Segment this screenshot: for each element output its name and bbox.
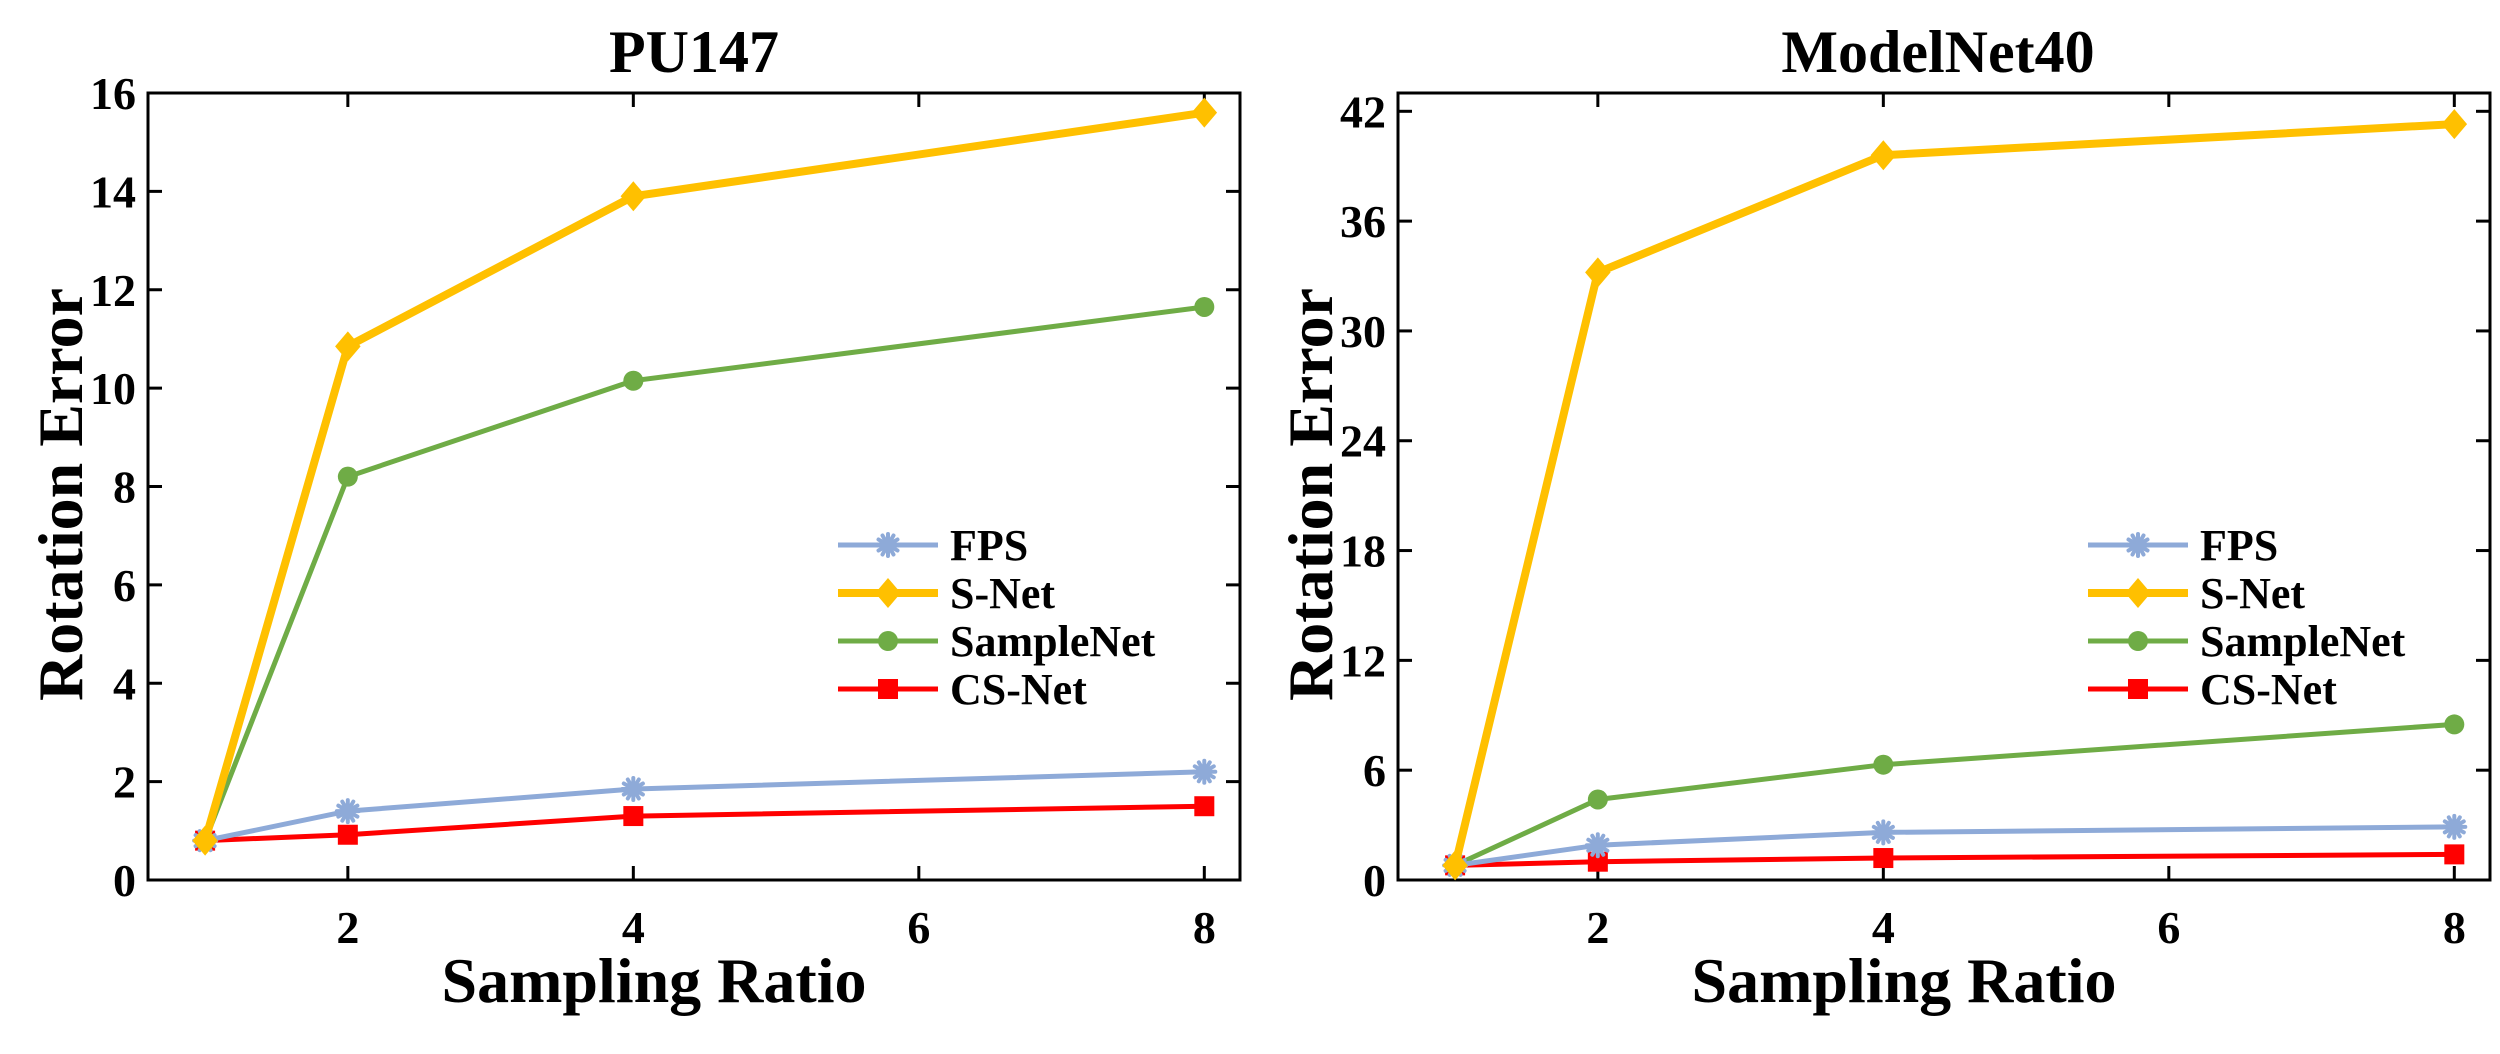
- series-line-cs-net: [204, 803, 1205, 844]
- legend-marker-cs-net: [2128, 679, 2148, 699]
- series-line-s-net: [201, 108, 1205, 842]
- legend-label: FPS: [2200, 521, 2278, 570]
- series-samplenet: [195, 296, 1215, 851]
- x-axis-label: Sampling Ratio: [442, 945, 867, 1016]
- x-tick-label: 2: [1586, 902, 1609, 953]
- legend-marker-s-net: [2125, 578, 2151, 608]
- series-line-cs-net: [1455, 851, 2455, 868]
- legend-marker-fps: [875, 532, 901, 558]
- data-point-s-net: [2441, 109, 2468, 140]
- y-tick-label: 10: [90, 363, 136, 414]
- x-tick-label: 6: [907, 902, 930, 953]
- chart-panel-pu147: PU147 0 2 4 6 8 10 12 14 16 2 4 6 8 Sampling Ratio Rota…: [25, 19, 1242, 1016]
- data-point-samplenet: [1587, 789, 1608, 810]
- y-tick-label: 30: [1340, 306, 1386, 357]
- y-axis-label: Rotation Error: [1275, 288, 1346, 701]
- data-point-cs-net: [1873, 848, 1894, 869]
- y-tick-label: 8: [113, 462, 136, 513]
- data-point-fps: [620, 776, 647, 802]
- legend-entry-fps: FPS: [838, 521, 1028, 570]
- x-tick-label: 8: [2443, 902, 2466, 953]
- legend-entry-cs-net: CS-Net: [2088, 665, 2337, 714]
- y-tick-label: 16: [90, 68, 136, 119]
- legend-entry-samplenet: SampleNet: [838, 617, 1156, 666]
- data-point-samplenet: [2444, 714, 2465, 735]
- x-tick-label: 4: [622, 902, 645, 953]
- series-s-net: [1442, 109, 2468, 881]
- data-point-fps: [1870, 819, 1897, 846]
- x-axis-label: Sampling Ratio: [1692, 945, 2117, 1016]
- x-tick-label: 6: [2157, 902, 2180, 953]
- data-point-s-net: [1442, 850, 1468, 881]
- series-line-fps: [1454, 824, 2455, 868]
- y-tick-label: 0: [1363, 855, 1386, 906]
- data-point-s-net: [620, 181, 647, 212]
- plot-area-frame: [1396, 91, 2492, 882]
- series-line-samplenet: [1454, 721, 2455, 868]
- series-line-fps: [204, 769, 1205, 844]
- legend-entry-s-net: S-Net: [2088, 569, 2305, 618]
- y-axis-label: Rotation Error: [25, 288, 96, 701]
- series-line-samplenet: [202, 304, 1205, 842]
- legend-marker-fps: [2125, 532, 2151, 558]
- y-tick-label: 2: [113, 757, 136, 808]
- legend-label: S-Net: [2200, 569, 2305, 618]
- legend-label: SampleNet: [2200, 617, 2406, 666]
- data-point-samplenet: [1194, 296, 1215, 317]
- y-tick-label: 4: [113, 658, 136, 709]
- legend-label: SampleNet: [950, 617, 1156, 666]
- data-point-samplenet: [623, 370, 644, 391]
- x-tick-label: 2: [336, 902, 359, 953]
- legend-marker-cs-net: [878, 679, 898, 699]
- data-point-fps: [334, 798, 361, 825]
- data-point-fps: [1584, 832, 1611, 859]
- legend-entry-samplenet: SampleNet: [2088, 617, 2406, 666]
- x-tick-label: 4: [1872, 902, 1895, 953]
- legend-label: S-Net: [950, 569, 1055, 618]
- data-point-fps: [2441, 813, 2468, 840]
- legend-entry-cs-net: CS-Net: [838, 665, 1087, 714]
- legend-marker-s-net: [875, 578, 901, 608]
- legend-marker-samplenet: [878, 631, 898, 651]
- data-point-cs-net: [2444, 844, 2465, 865]
- legend-label: CS-Net: [2200, 665, 2337, 714]
- series-line-s-net: [1451, 120, 2455, 867]
- data-point-samplenet: [337, 466, 358, 487]
- y-tick-label: 42: [1340, 86, 1386, 137]
- data-point-s-net: [192, 825, 218, 856]
- y-tick-label: 24: [1340, 416, 1386, 467]
- y-tick-label: 12: [90, 265, 136, 316]
- plot-area-frame: [146, 91, 1242, 882]
- data-point-cs-net: [1194, 796, 1215, 817]
- data-point-s-net: [1585, 257, 1611, 288]
- legend-label: CS-Net: [950, 665, 1087, 714]
- data-point-cs-net: [623, 806, 644, 827]
- data-point-s-net: [335, 331, 361, 362]
- y-tick-label: 0: [113, 855, 136, 906]
- y-tick-label: 12: [1340, 635, 1386, 686]
- data-point-s-net: [1870, 140, 1897, 171]
- y-tick-label: 36: [1340, 196, 1386, 247]
- data-point-fps: [1191, 758, 1218, 785]
- y-tick-label: 14: [90, 166, 136, 217]
- data-point-s-net: [1191, 97, 1218, 128]
- legend-entry-fps: FPS: [2088, 521, 2278, 570]
- data-point-samplenet: [1873, 754, 1894, 775]
- x-tick-label: 8: [1193, 902, 1216, 953]
- data-point-cs-net: [337, 824, 358, 845]
- chart-title: PU147: [609, 19, 779, 85]
- y-tick-label: 6: [1363, 745, 1386, 796]
- legend-marker-samplenet: [2128, 631, 2148, 651]
- legend-label: FPS: [950, 521, 1028, 570]
- y-tick-label: 18: [1340, 526, 1386, 577]
- legend-entry-s-net: S-Net: [838, 569, 1055, 618]
- y-tick-label: 6: [113, 560, 136, 611]
- series-s-net: [192, 97, 1218, 856]
- chart-title: ModelNet40: [1781, 19, 2094, 85]
